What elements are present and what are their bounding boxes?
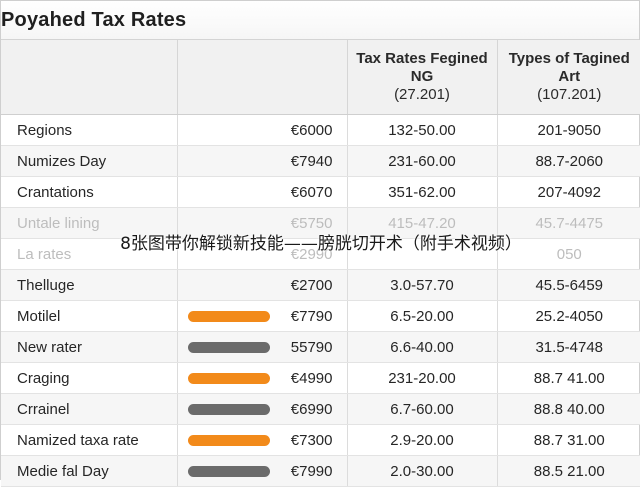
amount-value: 55790 <box>291 339 333 356</box>
amount-cell: €7790 <box>177 301 347 332</box>
table-header-row: Tax Rates Fegined NG (27.201) Types of T… <box>1 40 640 115</box>
page-title: Poyahed Tax Rates <box>1 9 186 32</box>
types-cell: 88.8 40.00 <box>497 394 640 425</box>
tax-rate-range-cell: 6.7-60.00 <box>347 394 497 425</box>
types-cell: 31.5-4748 <box>497 332 640 363</box>
amount-cell: €6990 <box>177 394 347 425</box>
column-header-region[interactable] <box>1 40 177 115</box>
column-header-types[interactable]: Types of Tagined Art (107.201) <box>497 40 640 115</box>
types-cell: 88.7 31.00 <box>497 425 640 456</box>
amount-value: €2990 <box>291 246 333 263</box>
region-cell: Crantations <box>1 177 177 208</box>
region-cell: Regions <box>1 115 177 146</box>
types-cell: 45.5-6459 <box>497 270 640 301</box>
amount-cell: €7940 <box>177 146 347 177</box>
column-header-sublabel: (27.201) <box>348 86 497 104</box>
amount-value: €2700 <box>291 277 333 294</box>
rate-bar <box>188 311 270 322</box>
tax-rate-range-cell: 6.5-20.00 <box>347 301 497 332</box>
amount-cell: €4990 <box>177 363 347 394</box>
types-cell: 88.7 41.00 <box>497 363 640 394</box>
amount-cell: €7990 <box>177 456 347 487</box>
region-cell: La rates <box>1 239 177 270</box>
table-row[interactable]: La rates €2990 050 <box>1 239 640 270</box>
tax-rate-range-cell: 231-20.00 <box>347 363 497 394</box>
amount-value: €5750 <box>291 215 333 232</box>
rate-bar <box>188 404 270 415</box>
tax-rate-range-cell: 415-47.20 <box>347 208 497 239</box>
amount-value: €4990 <box>291 370 333 387</box>
amount-value: €6990 <box>291 401 333 418</box>
types-cell: 201-9050 <box>497 115 640 146</box>
column-header-amount[interactable] <box>177 40 347 115</box>
region-cell: Motilel <box>1 301 177 332</box>
amount-cell: €6000 <box>177 115 347 146</box>
rate-bar <box>188 373 270 384</box>
tax-rate-range-cell: 3.0-57.70 <box>347 270 497 301</box>
column-header-label: Types of Tagined Art <box>509 50 630 85</box>
rate-bar <box>188 342 270 353</box>
region-cell: Namized taxa rate <box>1 425 177 456</box>
amount-value: €7990 <box>291 463 333 480</box>
amount-cell: €6070 <box>177 177 347 208</box>
tax-rate-range-cell: 2.0-30.00 <box>347 456 497 487</box>
amount-value: €7790 <box>291 308 333 325</box>
column-header-label: Tax Rates Fegined NG <box>356 50 487 85</box>
region-cell: Untale lining <box>1 208 177 239</box>
types-cell: 88.7-2060 <box>497 146 640 177</box>
amount-value: €6000 <box>291 122 333 139</box>
amount-cell: €7300 <box>177 425 347 456</box>
title-bar: Poyahed Tax Rates <box>1 1 639 40</box>
amount-cell: €2990 <box>177 239 347 270</box>
tax-rate-range-cell: 351-62.00 <box>347 177 497 208</box>
column-header-tax-rates[interactable]: Tax Rates Fegined NG (27.201) <box>347 40 497 115</box>
region-cell: Numizes Day <box>1 146 177 177</box>
rate-bar <box>188 466 270 477</box>
types-cell: 050 <box>497 239 640 270</box>
amount-value: €6070 <box>291 184 333 201</box>
tax-rate-range-cell: 231-60.00 <box>347 146 497 177</box>
amount-cell: €2700 <box>177 270 347 301</box>
tax-rate-range-cell <box>347 239 497 270</box>
amount-cell: €5750 <box>177 208 347 239</box>
tax-rate-range-cell: 132-50.00 <box>347 115 497 146</box>
region-cell: Crrainel <box>1 394 177 425</box>
tax-rate-range-cell: 2.9-20.00 <box>347 425 497 456</box>
types-cell: 45.7-4475 <box>497 208 640 239</box>
types-cell: 25.2-4050 <box>497 301 640 332</box>
types-cell: 207-4092 <box>497 177 640 208</box>
tax-rate-range-cell: 6.6-40.00 <box>347 332 497 363</box>
amount-cell: 55790 <box>177 332 347 363</box>
amount-value: €7300 <box>291 432 333 449</box>
region-cell: Medie fal Day <box>1 456 177 487</box>
tax-rates-table: Tax Rates Fegined NG (27.201) Types of T… <box>1 40 640 487</box>
region-cell: New rater <box>1 332 177 363</box>
region-cell: Craging <box>1 363 177 394</box>
types-cell: 88.5 21.00 <box>497 456 640 487</box>
column-header-sublabel: (107.201) <box>498 86 640 104</box>
amount-value: €7940 <box>291 153 333 170</box>
rate-bar <box>188 435 270 446</box>
region-cell: Thelluge <box>1 270 177 301</box>
